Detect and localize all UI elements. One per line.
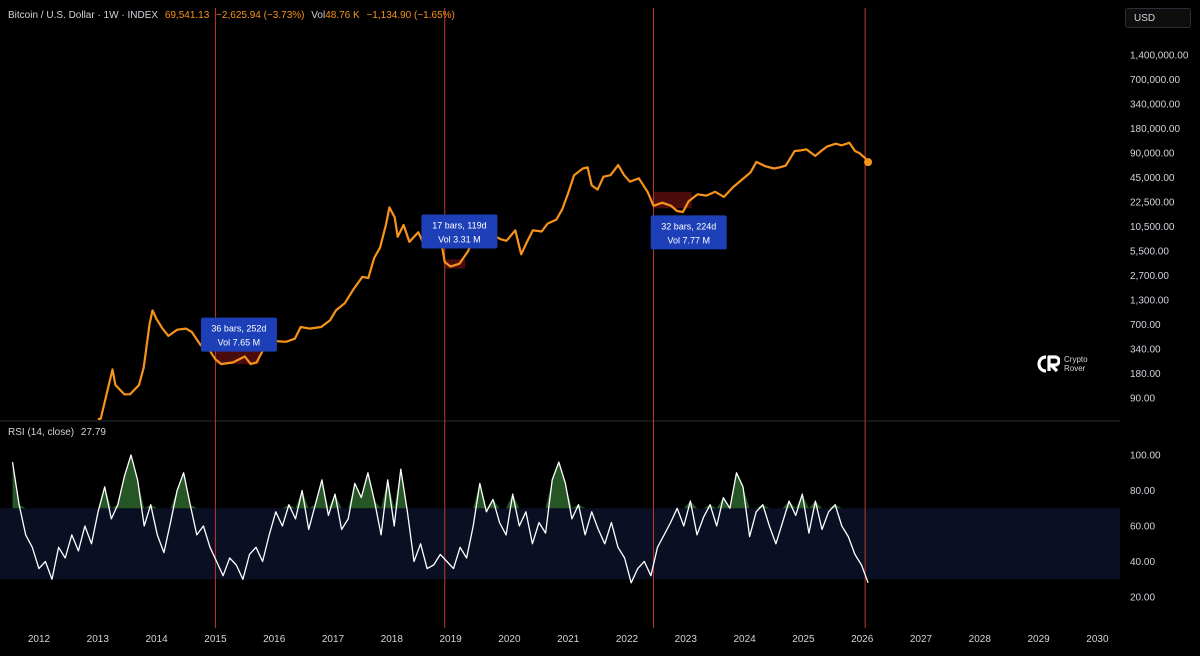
- price-axis-label: 180,000.00: [1130, 124, 1180, 135]
- price-axis-label: 1,300.00: [1130, 296, 1169, 307]
- price-axis-label: 22,500.00: [1130, 198, 1175, 209]
- measure-label-line-2: Vol 7.77 M: [667, 235, 710, 245]
- time-axis-label: 2020: [498, 634, 521, 645]
- rsi-label[interactable]: RSI (14, close): [8, 427, 75, 438]
- time-axis-label: 2030: [1086, 634, 1109, 645]
- time-axis-label: 2021: [557, 634, 580, 645]
- time-axis-label: 2025: [792, 634, 815, 645]
- last-price: 69,541.13: [164, 10, 210, 21]
- rsi-axis-label: 60.00: [1130, 522, 1155, 533]
- rsi-axis-label: 100.00: [1130, 451, 1161, 462]
- logo-line-1: Crypto: [1064, 355, 1088, 364]
- measure-label-line-2: Vol 3.31 M: [438, 235, 481, 245]
- volume-change: −1,134.90 (−1.65%): [366, 10, 455, 21]
- price-line[interactable]: [97, 141, 869, 421]
- measure-label-3[interactable]: 32 bars, 224d Vol 7.77 M: [650, 215, 727, 250]
- price-change: −2,625.94 (−3.73%): [216, 10, 305, 21]
- time-axis-label: 2012: [28, 634, 51, 645]
- measure-label-2[interactable]: 17 bars, 119d Vol 3.31 M: [421, 214, 498, 249]
- time-axis-label: 2014: [145, 634, 168, 645]
- last-price-dot: [864, 158, 873, 167]
- time-axis-label: 2019: [439, 634, 462, 645]
- price-axis-label: 340.00: [1130, 345, 1161, 356]
- crypto-rover-logo-icon: [1037, 355, 1060, 373]
- time-axis-label: 2023: [675, 634, 698, 645]
- time-axis-label: 2024: [733, 634, 756, 645]
- measure-label-line-2: Vol 7.65 M: [218, 338, 261, 348]
- rsi-band: [0, 508, 1120, 580]
- measure-label-1[interactable]: 36 bars, 252d Vol 7.65 M: [200, 317, 277, 352]
- measure-label-line-1: 36 bars, 252d: [211, 324, 266, 334]
- rsi-header: RSI (14, close) 27.79: [8, 427, 110, 438]
- time-axis-label: 2015: [204, 634, 227, 645]
- rsi-overbought-fill: [12, 455, 869, 509]
- price-axis-label: 90.00: [1130, 394, 1155, 405]
- time-axis-label: 2016: [263, 634, 286, 645]
- price-axis-label: 1,400,000.00: [1130, 51, 1189, 62]
- symbol-header: Bitcoin / U.S. Dollar · 1W · INDEX 69,54…: [8, 10, 459, 21]
- time-axis-label: 2017: [322, 634, 345, 645]
- measure-label-box: [650, 215, 727, 250]
- measure-label-line-1: 17 bars, 119d: [432, 221, 486, 231]
- time-axis-label: 2018: [381, 634, 404, 645]
- price-axis-label: 700.00: [1130, 320, 1161, 331]
- symbol-title[interactable]: Bitcoin / U.S. Dollar · 1W · INDEX: [8, 10, 159, 21]
- rsi-line[interactable]: [11, 454, 869, 584]
- logo-line-2: Rover: [1064, 364, 1086, 373]
- price-axis-label: 700,000.00: [1130, 75, 1180, 86]
- price-axis-label: 180.00: [1130, 369, 1161, 380]
- time-axis-label: 2026: [851, 634, 874, 645]
- time-axis-label: 2028: [969, 634, 992, 645]
- price-axis-label: 90,000.00: [1130, 149, 1175, 160]
- drawdown-box-1[interactable]: [215, 351, 260, 365]
- rsi-axis-label: 80.00: [1130, 486, 1155, 497]
- time-axis-label: 2022: [616, 634, 639, 645]
- price-axis-label: 2,700.00: [1130, 271, 1169, 282]
- crypto-rover-logo: Crypto Rover: [1036, 354, 1088, 374]
- measure-label-box: [200, 317, 277, 352]
- rsi-value: 27.79: [80, 427, 106, 438]
- volume-label: Vol: [311, 10, 326, 21]
- time-axis-label: 2013: [87, 634, 110, 645]
- time-axis-label: 2027: [910, 634, 933, 645]
- price-axis-label: 340,000.00: [1130, 100, 1180, 111]
- rsi-axis-label: 40.00: [1130, 557, 1155, 568]
- price-axis-label: 45,000.00: [1130, 173, 1175, 184]
- drawdown-box-3[interactable]: [653, 191, 692, 209]
- price-axis-label: 10,500.00: [1130, 222, 1175, 233]
- measure-label-box: [421, 214, 498, 249]
- volume-value: 48.76 K: [325, 10, 360, 21]
- currency-button[interactable]: USD: [1125, 8, 1191, 28]
- rsi-axis-label: 20.00: [1130, 593, 1155, 604]
- time-axis-label: 2029: [1027, 634, 1050, 645]
- price-axis-label: 5,500.00: [1130, 247, 1169, 258]
- measure-label-line-1: 32 bars, 224d: [661, 221, 716, 231]
